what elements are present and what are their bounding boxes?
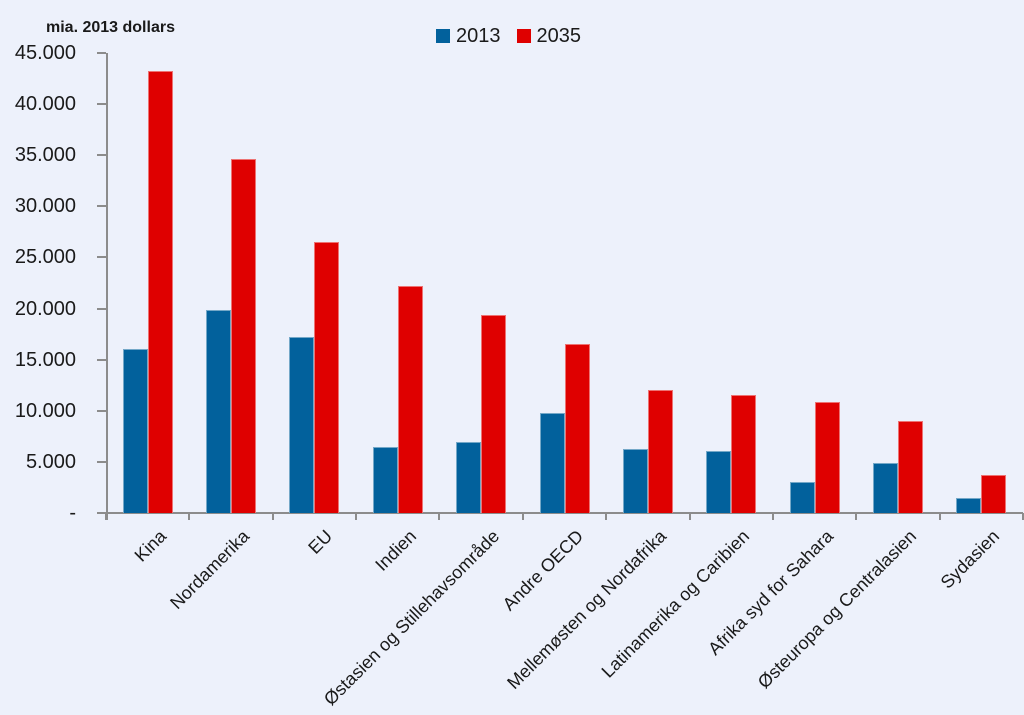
y-axis-tick-label: 40.000	[14, 93, 76, 116]
y-axis-tick	[97, 205, 106, 208]
y-axis-tick-label: 10.000	[14, 399, 76, 422]
x-axis-category-label: Latinamerika og Caribien	[597, 526, 754, 682]
bar-2013-5	[456, 442, 482, 513]
x-axis-tick	[438, 513, 441, 520]
bar-2013-2	[206, 309, 232, 513]
x-axis-tick	[1022, 513, 1024, 520]
bar-2013-6	[539, 412, 565, 513]
x-axis-tick	[688, 513, 691, 520]
bar-2035-5	[481, 314, 507, 513]
x-axis-category-label: Andre OECD	[498, 526, 587, 615]
x-axis-line	[97, 512, 1023, 514]
y-axis-tick-label: 15.000	[14, 348, 76, 371]
y-axis-tick	[97, 409, 106, 412]
y-axis-line	[106, 53, 108, 520]
bar-2035-11	[981, 475, 1007, 513]
legend-item-2035: 2035	[516, 25, 582, 47]
x-axis-tick	[855, 513, 858, 520]
y-axis-tick-label: 20.000	[14, 297, 76, 320]
legend-swatch-2035-icon	[516, 29, 531, 43]
x-axis-tick	[355, 513, 358, 520]
y-axis-tick-label: 5.000	[25, 450, 76, 473]
x-axis-category-label: Nordamerika	[166, 526, 254, 614]
bar-2013-11	[956, 497, 982, 513]
bar-2013-10	[872, 462, 898, 513]
y-axis-tick	[97, 52, 106, 54]
y-axis-tick	[97, 512, 106, 514]
chart-title: mia. 2013 dollars	[46, 19, 175, 36]
bar-2035-3	[314, 242, 340, 513]
x-axis-category-label: Østasien og Stillehavsområde	[320, 526, 504, 710]
x-axis-tick	[771, 513, 774, 520]
legend-label-2013: 2013	[456, 25, 501, 47]
x-axis-tick	[521, 513, 524, 520]
bar-2013-3	[289, 337, 315, 513]
bar-2035-7	[647, 390, 673, 513]
x-axis-category-label: Indien	[371, 526, 420, 575]
bar-2013-8	[706, 450, 732, 513]
y-axis-tick	[97, 460, 106, 463]
x-axis-category-label: Mellemøsten og Nordafrika	[503, 526, 671, 693]
y-axis-tick-label: 45.000	[14, 42, 76, 64]
y-axis-tick	[97, 154, 106, 157]
y-axis-tick	[97, 307, 106, 310]
bar-2013-7	[622, 448, 648, 513]
x-axis-tick	[188, 513, 191, 520]
bar-2035-1	[147, 71, 173, 513]
x-axis-tick	[605, 513, 608, 520]
plot-area	[97, 52, 1024, 520]
x-axis-tick	[271, 513, 274, 520]
bar-2013-1	[122, 349, 148, 513]
bar-2035-4	[397, 286, 423, 513]
x-axis-tick	[938, 513, 941, 520]
y-axis-tick-label: -	[69, 502, 76, 524]
bar-2013-4	[372, 446, 398, 513]
y-axis-tick-label: 35.000	[14, 144, 76, 167]
y-axis-tick-label: 25.000	[14, 246, 76, 269]
bar-2035-8	[731, 395, 757, 513]
legend-swatch-2013-icon	[436, 29, 450, 43]
bar-2035-2	[231, 159, 257, 513]
x-axis-category-label: EU	[304, 526, 337, 558]
x-axis-tick	[105, 513, 107, 520]
bar-2035-6	[564, 344, 590, 513]
y-axis-tick	[97, 103, 106, 106]
y-axis-tick-label: 30.000	[14, 195, 76, 218]
legend: 2013 2035	[436, 26, 581, 46]
y-axis-tick	[97, 358, 106, 361]
legend-item-2013: 2013	[436, 26, 501, 46]
legend-label-2035: 2035	[536, 25, 582, 47]
x-axis-category-label: Kina	[130, 526, 170, 566]
y-axis-tick	[97, 256, 106, 259]
x-axis-category-label: Østeuropa og Centralasien	[753, 526, 921, 693]
bar-2013-9	[789, 482, 815, 513]
bar-2035-9	[814, 401, 840, 513]
x-axis-category-label: Sydasien	[936, 526, 1004, 593]
bar-2035-10	[897, 421, 923, 513]
